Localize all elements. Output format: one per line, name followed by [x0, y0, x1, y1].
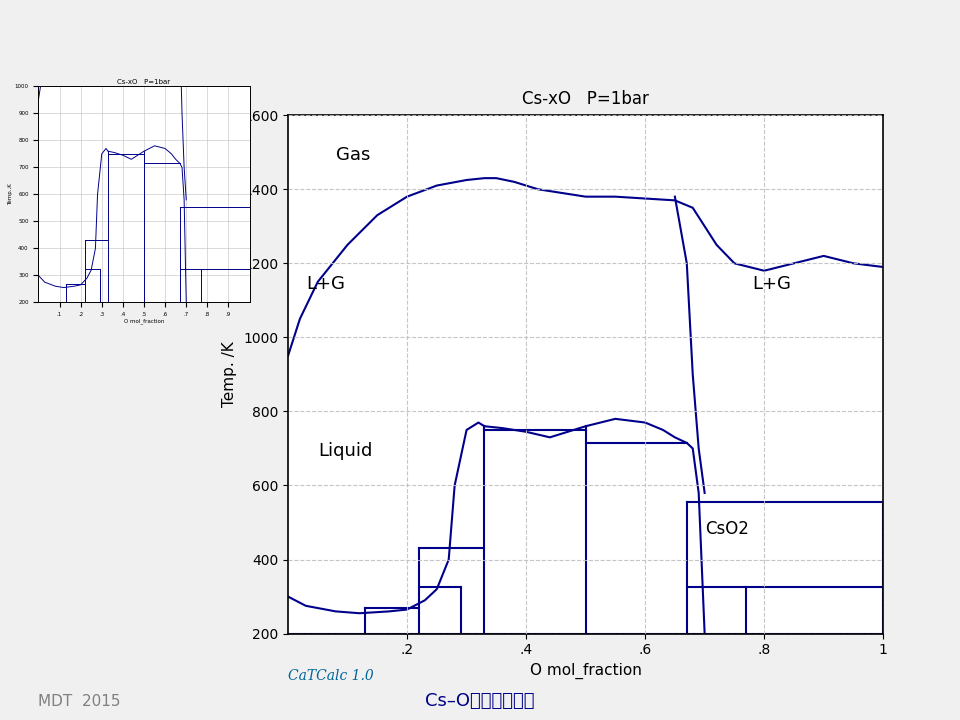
- Text: Gas: Gas: [336, 145, 370, 163]
- X-axis label: O mol_fraction: O mol_fraction: [124, 318, 164, 324]
- Text: L+G: L+G: [306, 275, 345, 293]
- Text: Cs–O２元系状態図: Cs–O２元系状態図: [425, 692, 535, 710]
- Text: L+G: L+G: [753, 275, 791, 293]
- Text: CaTCalc 1.0: CaTCalc 1.0: [288, 670, 373, 683]
- Title: Cs-xO   P=1bar: Cs-xO P=1bar: [522, 90, 649, 108]
- Title: Cs-xO   P=1bar: Cs-xO P=1bar: [117, 78, 171, 85]
- Text: MDT  2015: MDT 2015: [38, 693, 121, 708]
- Text: Liquid: Liquid: [318, 442, 372, 460]
- Text: CsO2: CsO2: [705, 520, 749, 538]
- Y-axis label: Temp.,K: Temp.,K: [9, 184, 13, 205]
- Y-axis label: Temp. /K: Temp. /K: [223, 341, 237, 408]
- X-axis label: O mol_fraction: O mol_fraction: [530, 663, 641, 679]
